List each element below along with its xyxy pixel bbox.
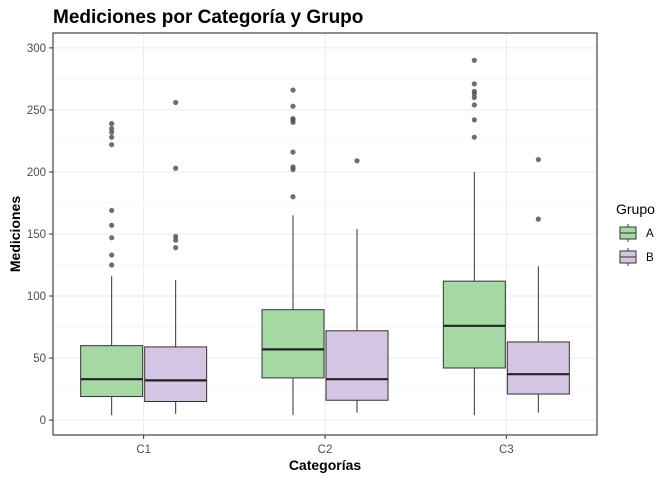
outlier-point bbox=[109, 120, 115, 127]
y-tick-label: 0 bbox=[40, 415, 46, 427]
y-tick-label: 250 bbox=[27, 105, 46, 117]
box-A-C2 bbox=[261, 87, 325, 416]
x-tick-label: C1 bbox=[136, 444, 151, 456]
outlier-point bbox=[535, 156, 541, 163]
box-body bbox=[80, 345, 144, 398]
outlier-point bbox=[471, 117, 477, 123]
outlier-point bbox=[173, 245, 179, 251]
outlier-point bbox=[109, 129, 115, 135]
y-tick-label: 200 bbox=[27, 167, 46, 179]
legend-title: Grupo bbox=[616, 201, 655, 217]
y-axis-title: Mediciones bbox=[7, 196, 23, 272]
chart-title: Mediciones por Categoría y Grupo bbox=[53, 7, 363, 28]
box-body bbox=[442, 280, 506, 369]
y-tick-label: 50 bbox=[33, 353, 46, 365]
outlier-point bbox=[471, 57, 477, 63]
y-tick-label: 150 bbox=[27, 229, 46, 241]
legend: Grupo AB bbox=[616, 201, 655, 266]
y-tick-label: 300 bbox=[27, 43, 46, 55]
outlier-point bbox=[109, 262, 115, 268]
legend-label: A bbox=[646, 228, 654, 240]
outlier-point bbox=[173, 99, 179, 106]
outlier-point bbox=[290, 116, 296, 122]
box-B-C1 bbox=[144, 99, 208, 414]
outlier-point bbox=[109, 125, 115, 132]
outlier-point bbox=[109, 235, 115, 241]
outlier-point bbox=[109, 222, 115, 228]
x-axis-title: Categorías bbox=[289, 457, 362, 473]
outlier-point bbox=[471, 94, 477, 101]
y-tick-label: 100 bbox=[27, 291, 46, 303]
x-tick-label: C2 bbox=[318, 444, 333, 456]
outlier-point bbox=[173, 165, 179, 171]
box-body bbox=[325, 330, 389, 401]
x-tick-label: C3 bbox=[499, 444, 514, 456]
outlier-point bbox=[290, 149, 296, 155]
outlier-point bbox=[535, 216, 541, 222]
legend-key-A: A bbox=[619, 224, 654, 242]
box-body bbox=[506, 341, 570, 395]
outlier-point bbox=[471, 134, 477, 140]
axes-layer: 0 50 100 150 200 250 300 C1 C2 C3 bbox=[27, 43, 514, 456]
box-A-C3 bbox=[442, 57, 506, 416]
outlier-point bbox=[109, 252, 115, 258]
legend-key-B: B bbox=[619, 248, 654, 266]
box-A-C1 bbox=[80, 120, 144, 416]
outlier-point bbox=[354, 158, 360, 164]
outlier-point bbox=[471, 88, 477, 94]
legend-keys: AB bbox=[619, 224, 654, 266]
legend-label: B bbox=[646, 252, 654, 264]
outlier-point bbox=[290, 87, 296, 93]
outlier-point bbox=[290, 164, 296, 170]
outlier-point bbox=[290, 103, 296, 109]
outlier-point bbox=[109, 142, 115, 148]
grid-layer bbox=[53, 33, 597, 435]
outlier-point bbox=[109, 134, 115, 140]
outlier-point bbox=[109, 207, 115, 214]
outlier-point bbox=[471, 102, 477, 108]
box-B-C3 bbox=[506, 156, 570, 413]
box-body bbox=[144, 346, 208, 403]
marks-layer bbox=[80, 57, 570, 416]
box-body bbox=[261, 309, 325, 379]
outlier-point bbox=[290, 194, 296, 200]
outlier-point bbox=[173, 237, 179, 243]
outlier-point bbox=[173, 233, 179, 240]
box-B-C2 bbox=[325, 158, 389, 413]
outlier-point bbox=[471, 81, 477, 87]
